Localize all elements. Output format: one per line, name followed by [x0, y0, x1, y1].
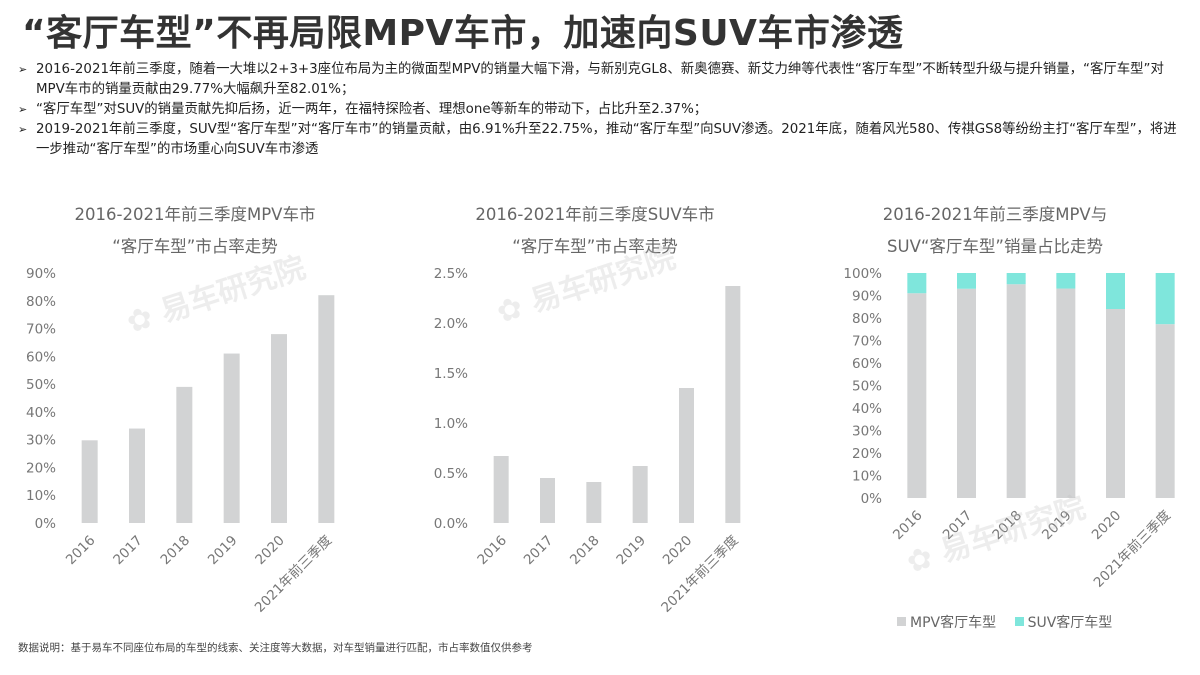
- y-tick-label: 30%: [26, 433, 56, 449]
- y-tick-label: 10%: [852, 469, 882, 485]
- y-tick-label: 1.0%: [434, 416, 468, 432]
- bullet-text: 2016-2021年前三季度，随着一大堆以2+3+3座位布局为主的微面型MPV的…: [36, 62, 1164, 97]
- arrow-icon: ➢: [18, 63, 28, 76]
- y-tick-label: 100%: [843, 266, 882, 282]
- legend-label-mpv: MPV客厅车型: [910, 615, 997, 631]
- legend-item-suv: SUV客厅车型: [1014, 615, 1113, 631]
- y-tick-label: 20%: [852, 446, 882, 462]
- bar-mpv: [1106, 309, 1125, 498]
- x-tick-label: 2016: [890, 508, 926, 544]
- chart-title-line: SUV“客厅车型”销量占比走势: [887, 237, 1103, 256]
- y-tick-label: 40%: [26, 405, 56, 421]
- bar-suv: [1106, 273, 1125, 309]
- y-tick-label: 70%: [852, 334, 882, 350]
- chart-legend: MPV客厅车型 SUV客厅车型: [897, 612, 1126, 632]
- bar-mpv: [1006, 284, 1026, 498]
- bullet-text: “客厅车型”对SUV的销量贡献先抑后扬，近一两年，在福特探险者、理想one等新车…: [36, 102, 708, 117]
- legend-label-suv: SUV客厅车型: [1027, 615, 1113, 631]
- x-tick-label: 2020: [660, 533, 696, 569]
- bar-mpv: [1155, 324, 1175, 498]
- bar-mpv: [907, 293, 927, 498]
- bullet-list: ➢ 2016-2021年前三季度，随着一大堆以2+3+3座位布局为主的微面型MP…: [18, 60, 1188, 160]
- bar: [223, 353, 240, 523]
- bar: [176, 386, 193, 523]
- data-footnote: 数据说明：基于易车不同座位布局的车型的线索、关注度等大数据，对车型销量进行匹配，…: [18, 642, 533, 654]
- y-tick-label: 2.5%: [434, 266, 468, 282]
- x-tick-label: 2016: [63, 533, 99, 569]
- bar: [632, 466, 648, 523]
- y-tick-label: 50%: [852, 379, 882, 395]
- bar: [679, 388, 694, 523]
- bar: [493, 456, 509, 523]
- chart-title-line: “客厅车型”市占率走势: [512, 237, 678, 256]
- mpv-share-chart-svg: 2016-2021年前三季度MPV车市 “客厅车型”市占率走势 0% 10% 20% 30…: [26, 205, 335, 616]
- chart-title-line: 2016-2021年前三季度MPV与: [883, 205, 1107, 224]
- x-tick-label: 2017: [521, 533, 557, 569]
- y-tick-label: 60%: [26, 349, 56, 365]
- bar-suv: [1155, 273, 1175, 325]
- arrow-icon: ➢: [18, 123, 28, 136]
- y-tick-label: 40%: [852, 401, 882, 417]
- x-tick-label: 2021年前三季度: [658, 532, 742, 616]
- arrow-icon: ➢: [18, 103, 28, 116]
- chart-title-line: “客厅车型”市占率走势: [112, 237, 278, 256]
- x-tick-label: 2019: [1039, 508, 1075, 544]
- legend-swatch-suv: [1014, 617, 1024, 626]
- y-tick-label: 50%: [26, 377, 56, 393]
- y-tick-label: 1.5%: [434, 366, 468, 382]
- y-tick-label: 10%: [26, 488, 56, 504]
- mpv-suv-split-chart-svg: 2016-2021年前三季度MPV与 SUV“客厅车型”销量占比走势 0% 10% 20…: [843, 205, 1175, 591]
- bar: [318, 295, 335, 523]
- bar-mpv: [957, 288, 976, 498]
- x-tick-label: 2018: [567, 533, 603, 569]
- bar: [586, 482, 602, 523]
- bullet-item: ➢ “客厅车型”对SUV的销量贡献先抑后扬，近一两年，在福特探险者、理想one等…: [18, 100, 1188, 120]
- y-tick-label: 30%: [852, 424, 882, 440]
- x-tick-label: 2017: [110, 533, 146, 569]
- x-tick-label: 2019: [205, 533, 241, 569]
- bullet-item: ➢ 2016-2021年前三季度，随着一大堆以2+3+3座位布局为主的微面型MP…: [18, 60, 1188, 100]
- y-tick-label: 0.5%: [434, 466, 468, 482]
- y-tick-label: 0.0%: [434, 516, 468, 532]
- chart-title-line: 2016-2021年前三季度SUV车市: [475, 205, 714, 224]
- y-tick-label: 0%: [861, 491, 883, 507]
- page-title: “客厅车型”不再局限MPV车市，加速向SUV车市渗透: [22, 13, 904, 54]
- bar: [129, 428, 145, 523]
- y-tick-label: 90%: [852, 289, 882, 305]
- x-tick-label: 2020: [1089, 508, 1125, 544]
- chart-title-line: 2016-2021年前三季度MPV车市: [75, 205, 316, 224]
- suv-share-chart-svg: 2016-2021年前三季度SUV车市 “客厅车型”市占率走势 0.0% 0.5% 1.…: [434, 205, 742, 616]
- bar-mpv: [1056, 288, 1076, 498]
- legend-swatch-mpv: [897, 617, 906, 626]
- y-tick-label: 60%: [852, 356, 882, 372]
- mpv-share-chart: 2016-2021年前三季度MPV车市 “客厅车型”市占率走势 0% 10% 20% 30…: [0, 190, 400, 630]
- y-tick-label: 90%: [26, 266, 56, 282]
- bar: [271, 334, 287, 523]
- bar-suv: [907, 273, 927, 294]
- x-tick-label: 2016: [474, 533, 510, 569]
- bar: [81, 440, 98, 523]
- y-tick-label: 80%: [26, 294, 56, 310]
- y-tick-label: 0%: [35, 516, 57, 532]
- bar: [725, 286, 741, 523]
- bullet-text: 2019-2021年前三季度，SUV型“客厅车型”对“客厅车市”的销量贡献，由6…: [36, 122, 1177, 157]
- mpv-suv-split-chart: 2016-2021年前三季度MPV与 SUV“客厅车型”销量占比走势 0% 10% 20…: [800, 190, 1200, 630]
- suv-share-chart: 2016-2021年前三季度SUV车市 “客厅车型”市占率走势 0.0% 0.5% 1.…: [400, 190, 800, 630]
- bar: [540, 478, 555, 523]
- bar-suv: [1006, 273, 1026, 285]
- y-tick-label: 70%: [26, 322, 56, 338]
- bar-suv: [957, 273, 976, 289]
- legend-item-mpv: MPV客厅车型: [897, 615, 1001, 631]
- y-tick-label: 80%: [852, 311, 882, 327]
- x-tick-label: 2019: [613, 533, 649, 569]
- bullet-item: ➢ 2019-2021年前三季度，SUV型“客厅车型”对“客厅车市”的销量贡献，…: [18, 120, 1188, 160]
- bar-suv: [1056, 273, 1076, 289]
- x-tick-label: 2020: [252, 533, 288, 569]
- y-tick-label: 2.0%: [434, 316, 468, 332]
- y-tick-label: 20%: [26, 460, 56, 476]
- x-tick-label: 2018: [158, 533, 194, 569]
- x-tick-label: 2018: [989, 508, 1025, 544]
- x-tick-label: 2017: [940, 508, 976, 544]
